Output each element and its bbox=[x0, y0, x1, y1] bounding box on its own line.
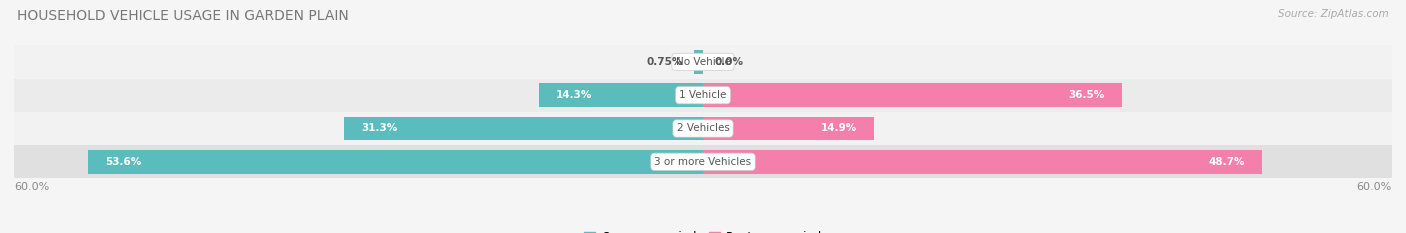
Bar bbox=[703, 83, 1122, 107]
Text: HOUSEHOLD VEHICLE USAGE IN GARDEN PLAIN: HOUSEHOLD VEHICLE USAGE IN GARDEN PLAIN bbox=[17, 9, 349, 23]
Text: 3 or more Vehicles: 3 or more Vehicles bbox=[654, 157, 752, 167]
Text: 0.0%: 0.0% bbox=[714, 57, 744, 67]
Text: 53.6%: 53.6% bbox=[105, 157, 141, 167]
Text: 1 Vehicle: 1 Vehicle bbox=[679, 90, 727, 100]
Bar bbox=[14, 79, 1392, 112]
Text: 14.3%: 14.3% bbox=[555, 90, 592, 100]
Text: 36.5%: 36.5% bbox=[1069, 90, 1105, 100]
Bar bbox=[14, 45, 1392, 79]
Bar bbox=[14, 145, 1392, 178]
Text: 60.0%: 60.0% bbox=[1357, 182, 1392, 192]
Bar bbox=[343, 116, 703, 140]
Bar bbox=[703, 150, 1263, 174]
Text: 14.9%: 14.9% bbox=[821, 123, 856, 134]
Text: 0.75%: 0.75% bbox=[647, 57, 683, 67]
Bar bbox=[14, 112, 1392, 145]
Bar bbox=[538, 83, 703, 107]
Text: No Vehicle: No Vehicle bbox=[675, 57, 731, 67]
Text: 31.3%: 31.3% bbox=[361, 123, 396, 134]
Text: 2 Vehicles: 2 Vehicles bbox=[676, 123, 730, 134]
Bar bbox=[87, 150, 703, 174]
Bar bbox=[695, 50, 703, 74]
Text: 60.0%: 60.0% bbox=[14, 182, 49, 192]
Text: Source: ZipAtlas.com: Source: ZipAtlas.com bbox=[1278, 9, 1389, 19]
Bar bbox=[703, 116, 875, 140]
Text: 48.7%: 48.7% bbox=[1209, 157, 1244, 167]
Legend: Owner-occupied, Renter-occupied: Owner-occupied, Renter-occupied bbox=[579, 226, 827, 233]
